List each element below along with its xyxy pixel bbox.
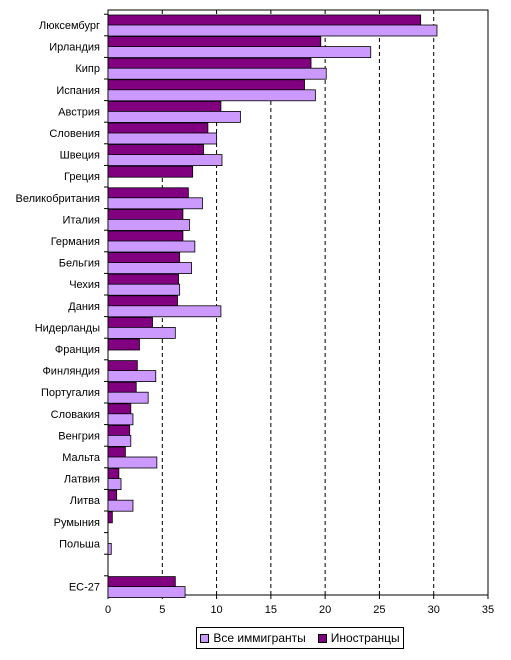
category-label: Люксембург [39,20,100,32]
bar-foreigners [107,14,422,27]
bar-all-immigrants [107,46,372,58]
category-label: Латвия [64,474,100,486]
bar-all-immigrants [107,305,222,318]
category-label: Словакия [51,409,100,421]
bar-foreigners [107,57,312,70]
category-label: Кипр [75,63,100,75]
bar-all-immigrants [107,283,181,296]
category-label: Венгрия [58,430,100,442]
category-label: Франция [55,344,100,356]
bar-all-immigrants [107,499,134,512]
bar-all-immigrants [107,262,192,275]
category-labels: Люксембург Ирландия Кипр Испания Австрия Слов… [16,20,101,594]
bar-foreigners [107,576,176,588]
bar-foreigners [107,208,184,221]
category-label: Словения [49,128,100,140]
category-label: Греция [64,171,100,183]
category-label: Финляндия [42,366,100,378]
bar-all-immigrants [107,24,438,37]
x-tick-label-0: 0 [105,604,111,616]
category-label: Литва [70,495,101,507]
x-tick-label-15: 15 [265,604,277,616]
bar-all-immigrants [107,478,122,491]
bar-foreigners [107,424,131,437]
x-tick-labels: 0 5 10 15 20 25 30 35 [105,604,494,616]
bar-all-immigrants [107,370,157,383]
x-tick-label-10: 10 [210,604,222,616]
bar-foreigners [107,144,204,157]
bar-foreigners [107,79,305,92]
x-tick-label-25: 25 [373,604,385,616]
bar-foreigners [107,489,118,502]
category-label: Австрия [58,106,100,118]
bar-foreigners [107,187,189,200]
bar-foreigners [107,446,126,459]
category-label: Польша [59,538,101,550]
bar-all-immigrants [107,456,158,469]
bar-all-immigrants [107,586,186,598]
category-label: Швеция [60,150,100,162]
category-label: Испания [56,85,100,97]
bar-foreigners [107,252,181,265]
category-label: Мальта [62,452,101,464]
bar-foreigners [107,122,209,135]
bar-all-immigrants [107,434,132,447]
bar-all-immigrants [107,240,196,253]
legend-swatch-all-immigrants [200,633,210,643]
bar-all-immigrants [107,111,241,123]
x-tick-label-30: 30 [428,604,440,616]
bar-foreigners [107,338,140,351]
bars [104,13,438,598]
bar-all-immigrants [107,218,190,231]
category-label: Португалия [41,387,100,399]
bar-all-immigrants [107,67,327,80]
bar-foreigners [107,360,138,373]
bar-all-immigrants [107,197,203,210]
bar-all-immigrants [107,391,149,404]
bar-all-immigrants [107,543,112,555]
bar-all-immigrants [107,154,223,167]
bar-foreigners [107,230,184,243]
category-label: Дания [68,301,100,313]
bar-foreigners [107,381,137,394]
bar-foreigners [107,273,179,286]
bar-foreigners [107,316,153,329]
category-label: ЕС-27 [69,582,100,594]
legend-item-foreigners: Иностранцы [317,631,400,645]
bar-foreigners [107,36,322,48]
legend-label-all-immigrants: Все иммигранты [213,631,306,645]
bar-foreigners [107,403,132,416]
bar-foreigners [107,468,120,481]
x-tick-label-5: 5 [159,604,165,616]
category-label: Румыния [54,517,100,529]
bar-foreigners [107,165,194,178]
bar-foreigners [107,101,222,113]
bar-all-immigrants [107,326,176,339]
bar-all-immigrants [107,413,134,426]
category-label: Великобритания [16,193,101,205]
bar-all-immigrants [107,89,316,102]
category-label: Чехия [69,279,100,291]
category-label: Ирландия [49,42,100,54]
bar-foreigners [107,295,178,308]
category-label: Германия [51,236,100,248]
legend: Все иммигранты Иностранцы [196,627,404,649]
legend-item-all-immigrants: Все иммигранты [200,631,306,645]
category-label: Бельгия [59,258,100,270]
legend-label-foreigners: Иностранцы [330,631,400,645]
legend-swatch-foreigners [317,633,327,643]
x-tick-label-20: 20 [319,604,331,616]
bar-all-immigrants [107,132,217,145]
x-tick-label-35: 35 [482,604,494,616]
category-label: Италия [63,214,101,226]
category-label: Нидерланды [35,322,100,334]
bar-foreigners [107,511,113,524]
